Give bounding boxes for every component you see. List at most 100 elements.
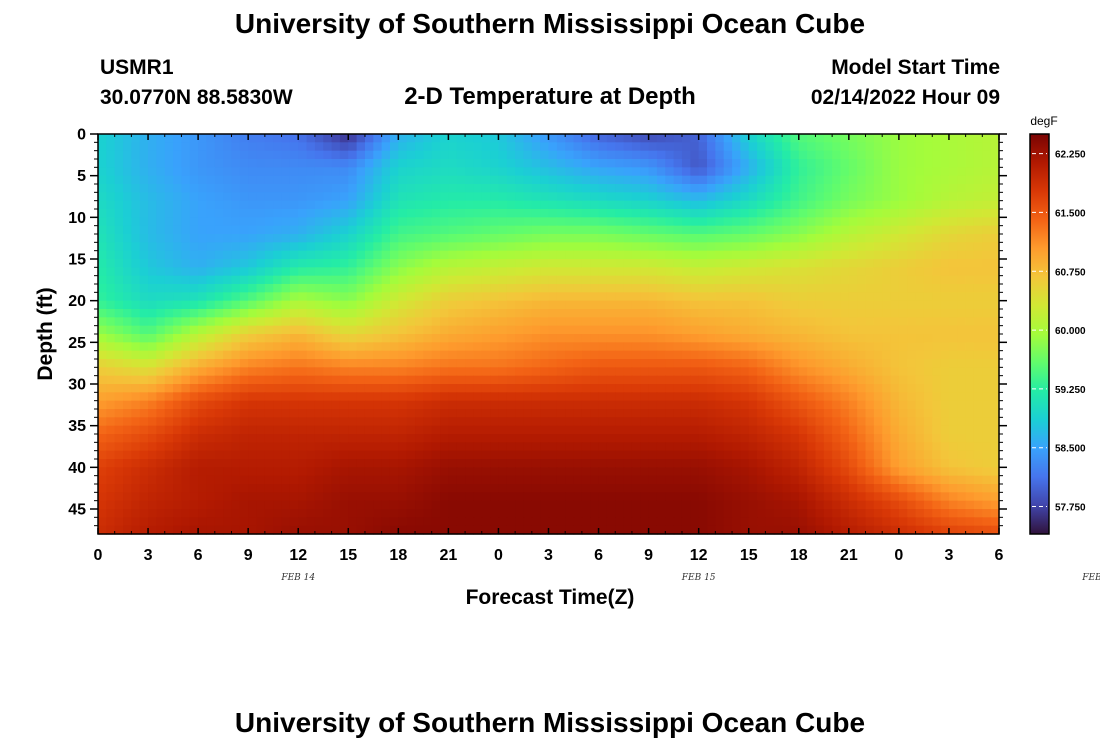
- heatmap-cell: [948, 442, 958, 452]
- heatmap-cell: [882, 234, 892, 243]
- heatmap-cell: [857, 467, 867, 477]
- heatmap-cell: [732, 400, 741, 410]
- heatmap-cell: [198, 192, 208, 202]
- heatmap-cell: [289, 200, 299, 210]
- heatmap-cell: [406, 217, 416, 227]
- heatmap-cell: [807, 150, 817, 160]
- heatmap-cell: [615, 434, 625, 443]
- heatmap-cell: [732, 350, 741, 360]
- heatmap-cell: [156, 209, 166, 218]
- heatmap-cell: [356, 434, 366, 443]
- heatmap-cell: [156, 450, 166, 460]
- heatmap-cell: [648, 267, 658, 277]
- heatmap-cell: [381, 417, 391, 427]
- heatmap-cell: [707, 175, 716, 185]
- heatmap-cell: [206, 284, 216, 293]
- heatmap-cell: [148, 375, 157, 385]
- heatmap-cell: [648, 175, 658, 185]
- heatmap-cell: [423, 317, 433, 327]
- heatmap-cell: [690, 267, 700, 277]
- heatmap-cell: [965, 417, 975, 427]
- heatmap-cell: [98, 134, 107, 143]
- heatmap-cell: [314, 134, 324, 143]
- heatmap-cell: [723, 459, 733, 468]
- heatmap-cell: [239, 175, 249, 185]
- heatmap-cell: [798, 209, 808, 218]
- heatmap-cell: [757, 259, 766, 268]
- heatmap-cell: [98, 500, 107, 510]
- heatmap-cell: [648, 150, 658, 160]
- heatmap-cell: [948, 467, 958, 477]
- heatmap-cell: [173, 300, 183, 310]
- heatmap-cell: [339, 192, 349, 202]
- heatmap-cell: [381, 500, 391, 510]
- heatmap-cell: [456, 150, 466, 160]
- heatmap-cell: [898, 267, 908, 277]
- heatmap-cell: [540, 259, 550, 268]
- heatmap-cell: [898, 425, 908, 435]
- heatmap-cell: [248, 159, 258, 168]
- heatmap-cell: [681, 425, 691, 435]
- heatmap-cell: [131, 267, 141, 277]
- heatmap-cell: [523, 434, 533, 443]
- heatmap-cell: [598, 134, 608, 143]
- heatmap-cell: [264, 459, 274, 468]
- heatmap-cell: [515, 325, 525, 335]
- heatmap-cell: [798, 434, 808, 443]
- heatmap-cell: [214, 434, 224, 443]
- heatmap-cell: [990, 192, 1000, 202]
- heatmap-cell: [364, 492, 374, 502]
- heatmap-cell: [823, 467, 833, 477]
- heatmap-cell: [389, 500, 399, 510]
- heatmap-cell: [356, 509, 366, 518]
- heatmap-cell: [164, 409, 174, 418]
- heatmap-cell: [973, 259, 983, 268]
- heatmap-cell: [606, 509, 616, 518]
- heatmap-cell: [665, 384, 675, 393]
- heatmap-cell: [239, 209, 249, 218]
- heatmap-cell: [98, 150, 107, 160]
- heatmap-cell: [389, 484, 399, 493]
- heatmap-cell: [690, 334, 700, 343]
- heatmap-cell: [264, 209, 274, 218]
- heatmap-cell: [690, 150, 700, 160]
- heatmap-cell: [665, 375, 675, 385]
- heatmap-cell: [164, 167, 174, 177]
- heatmap-cell: [907, 259, 917, 268]
- heatmap-cell: [857, 167, 867, 177]
- heatmap-cell: [556, 159, 566, 168]
- heatmap-cell: [715, 200, 725, 210]
- heatmap-cell: [131, 442, 141, 452]
- heatmap-cell: [740, 184, 750, 193]
- heatmap-cell: [415, 475, 424, 485]
- heatmap-cell: [298, 250, 308, 260]
- heatmap-cell: [398, 209, 408, 218]
- heatmap-cell: [573, 484, 583, 493]
- heatmap-cell: [364, 150, 374, 160]
- heatmap-cell: [615, 425, 625, 435]
- heatmap-cell: [848, 425, 858, 435]
- heatmap-cell: [498, 184, 508, 193]
- heatmap-cell: [331, 317, 341, 327]
- heatmap-cell: [882, 367, 892, 377]
- heatmap-cell: [732, 142, 741, 152]
- heatmap-cell: [915, 359, 925, 368]
- heatmap-cell: [364, 250, 374, 260]
- heatmap-cell: [206, 234, 216, 243]
- heatmap-cell: [957, 209, 967, 218]
- heatmap-cell: [123, 359, 132, 368]
- heatmap-cell: [640, 425, 650, 435]
- heatmap-cell: [790, 459, 800, 468]
- heatmap-cell: [923, 167, 933, 177]
- heatmap-cell: [239, 234, 249, 243]
- heatmap-cell: [882, 134, 892, 143]
- heatmap-cell: [990, 484, 1000, 493]
- heatmap-cell: [923, 250, 933, 260]
- heatmap-cell: [965, 317, 975, 327]
- heatmap-cell: [865, 417, 875, 427]
- heatmap-cell: [156, 317, 166, 327]
- heatmap-cell: [264, 142, 274, 152]
- heatmap-cell: [298, 234, 308, 243]
- heatmap-cell: [898, 150, 908, 160]
- heatmap-cell: [198, 484, 208, 493]
